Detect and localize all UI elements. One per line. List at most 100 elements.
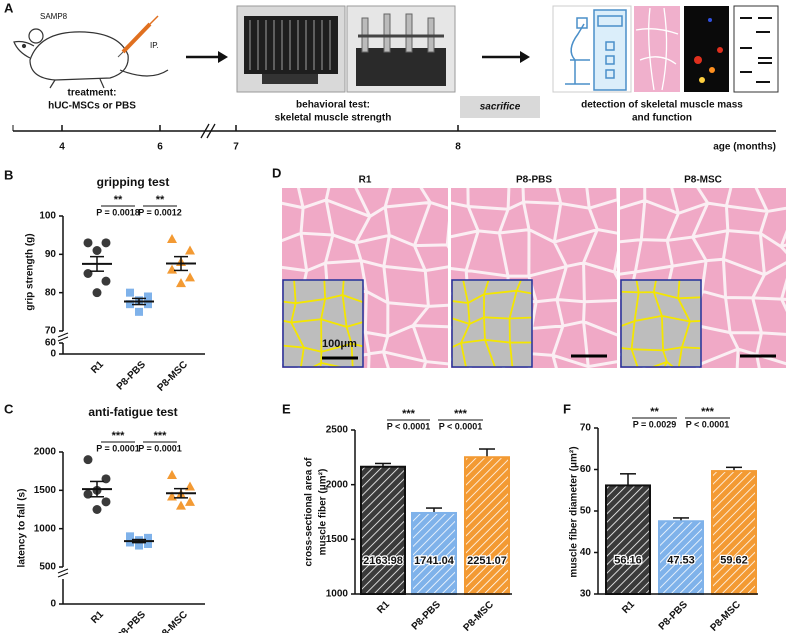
route-label: IP. xyxy=(150,41,159,50)
detection-label: detection of skeletal muscle mass xyxy=(581,100,743,111)
y-tick-label: 60 xyxy=(580,464,592,475)
p-value: P = 0.0029 xyxy=(633,419,677,429)
x-tick-label: P8-MSC xyxy=(708,599,743,633)
y-tick-label: 60 xyxy=(45,338,57,349)
x-tick-label: P8-PBS xyxy=(115,609,149,633)
data-point xyxy=(101,276,111,286)
y-axis-label: muscle fiber (μm²) xyxy=(318,469,329,556)
y-tick-label: 0 xyxy=(50,349,56,360)
data-point xyxy=(101,497,111,507)
y-tick-label: 40 xyxy=(580,547,592,558)
timeline-tick-label: 6 xyxy=(157,142,163,153)
bar xyxy=(411,511,457,595)
panel-label: F xyxy=(563,401,571,416)
treatment-label: hUC-MSCs or PBS xyxy=(48,101,136,112)
data-point xyxy=(167,470,177,479)
data-point xyxy=(135,541,143,550)
data-point xyxy=(83,269,93,278)
significance-stars: *** xyxy=(454,408,468,420)
y-tick-label: 1000 xyxy=(34,523,57,534)
inset-border xyxy=(451,279,533,368)
panel-label: E xyxy=(282,401,291,416)
panel-label: D xyxy=(272,165,281,180)
data-point xyxy=(144,292,152,301)
significance-stars: *** xyxy=(701,406,715,418)
y-tick-label: 2500 xyxy=(326,425,349,436)
sacrifice-label: sacrifice xyxy=(480,102,521,113)
value-label: 56.16 xyxy=(614,555,642,567)
p-value: P < 0.0001 xyxy=(686,419,730,429)
x-tick-label: R1 xyxy=(89,609,106,626)
value-label: 47.53 xyxy=(667,555,695,567)
photo-rotarod xyxy=(346,5,456,93)
data-point xyxy=(167,264,177,274)
significance-stars: ** xyxy=(156,194,165,206)
inset-border xyxy=(282,279,364,368)
scale-bar-label: 100μm xyxy=(322,338,357,350)
y-tick-label: 80 xyxy=(45,287,57,298)
y-axis-label: cross-sectional area of xyxy=(304,457,315,567)
timeline-break xyxy=(200,123,216,139)
panel-label: B xyxy=(4,167,13,182)
panel-label: C xyxy=(4,401,14,416)
y-tick-label: 1000 xyxy=(326,589,349,600)
syringe xyxy=(117,15,159,58)
timeline-label: age (months) xyxy=(713,142,776,153)
data-point xyxy=(144,300,152,309)
y-tick-label: 500 xyxy=(39,562,56,573)
y-tick-label: 70 xyxy=(45,326,57,337)
strain-label: SAMP8 xyxy=(40,12,68,21)
detection-label: and function xyxy=(632,113,692,124)
significance-stars: ** xyxy=(650,406,659,418)
he-image xyxy=(620,188,786,368)
chart-title: gripping test xyxy=(97,175,170,189)
timeline-tick-label: 4 xyxy=(59,142,65,153)
he-image xyxy=(451,188,617,368)
data-point xyxy=(144,540,152,548)
axis-break xyxy=(57,336,69,342)
data-point xyxy=(176,278,186,288)
data-point xyxy=(92,505,102,514)
data-point xyxy=(92,246,102,255)
data-point xyxy=(83,455,93,465)
photo-grip-device xyxy=(236,5,346,93)
blot-thumbnail xyxy=(733,5,779,93)
significance-stars: *** xyxy=(154,430,168,442)
significance-stars: ** xyxy=(114,194,123,206)
y-axis-label: muscle fiber diameter (μm²) xyxy=(569,446,580,577)
mouse xyxy=(13,28,169,89)
data-point xyxy=(176,500,186,510)
data-point xyxy=(144,533,152,542)
p-value: P = 0.0001 xyxy=(96,443,140,453)
he-thumbnail xyxy=(634,6,680,92)
x-tick-label: R1 xyxy=(89,359,106,376)
data-point xyxy=(167,234,177,243)
y-tick-label: 70 xyxy=(580,423,592,434)
x-tick-label: P8-PBS xyxy=(657,599,691,633)
value-label: 59.62 xyxy=(720,555,748,567)
data-point xyxy=(92,288,102,298)
bar xyxy=(711,470,757,595)
data-point xyxy=(101,238,111,248)
data-point xyxy=(135,307,143,316)
timeline-tick-label: 8 xyxy=(455,142,461,153)
treatment-label: treatment: xyxy=(68,88,117,99)
data-point xyxy=(185,245,195,255)
x-tick-label: R1 xyxy=(620,599,637,616)
y-tick-label: 90 xyxy=(45,249,57,260)
bar xyxy=(360,465,406,595)
x-tick-label: P8-MSC xyxy=(155,609,190,633)
data-point xyxy=(185,272,195,282)
data-point xyxy=(126,288,134,297)
data-point xyxy=(185,496,195,506)
y-tick-label: 0 xyxy=(50,599,56,610)
p-value: P = 0.0018 xyxy=(96,207,140,217)
y-tick-label: 2000 xyxy=(326,479,349,490)
he-image xyxy=(282,188,448,368)
inset-background xyxy=(283,280,363,367)
chart-title: anti-fatigue test xyxy=(88,405,177,419)
p-value: P < 0.0001 xyxy=(439,421,483,431)
x-tick-label: P8-PBS xyxy=(115,359,149,393)
inset-border xyxy=(620,279,702,368)
